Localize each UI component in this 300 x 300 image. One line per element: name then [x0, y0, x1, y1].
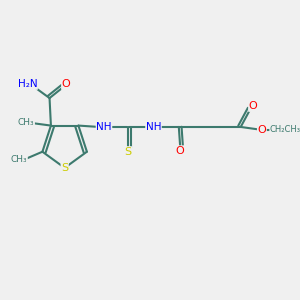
- Text: NH: NH: [146, 122, 161, 132]
- Text: S: S: [61, 163, 68, 173]
- Text: CH₂CH₃: CH₂CH₃: [270, 125, 300, 134]
- Text: O: O: [249, 101, 257, 111]
- Text: NH: NH: [96, 122, 112, 132]
- Text: CH₃: CH₃: [11, 155, 27, 164]
- Text: O: O: [176, 146, 184, 156]
- Text: S: S: [124, 147, 131, 157]
- Text: CH₃: CH₃: [18, 118, 34, 127]
- Text: H₂N: H₂N: [18, 79, 37, 89]
- Text: O: O: [62, 79, 70, 89]
- Text: O: O: [257, 125, 266, 135]
